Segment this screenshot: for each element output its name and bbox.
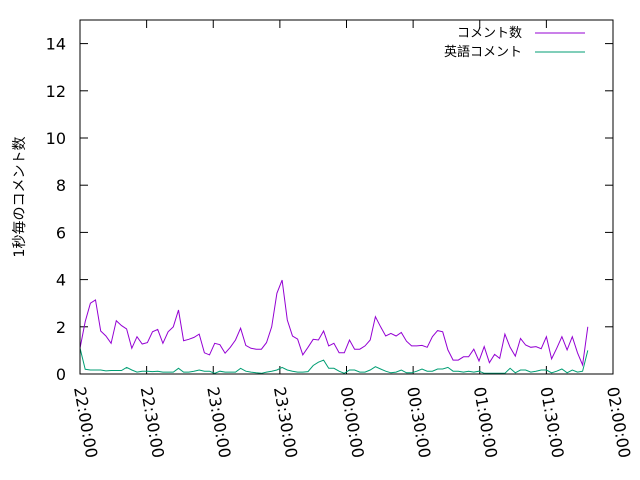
x-tick-label: 22:30:00 [137,385,168,459]
x-tick-label: 00:30:00 [403,385,434,459]
y-tick-label: 6 [56,223,66,242]
y-tick-label: 8 [56,176,66,195]
y-tick-label: 0 [56,365,66,384]
legend-label-english-comments: 英語コメント [444,44,522,60]
x-tick-label: 02:00:00 [603,385,634,459]
y-tick-label: 10 [46,129,66,148]
y-tick-label: 14 [46,35,66,54]
legend-label-comments: コメント数 [457,26,522,41]
y-tick-label: 12 [46,82,66,101]
series-line-english-comments [79,347,589,374]
x-tick-label: 01:30:00 [536,385,567,459]
series-line-comments [79,279,589,367]
y-axis-label: 1秒毎のコメント数 [12,137,28,258]
y-tick-label: 4 [56,271,66,290]
x-tick-label: 23:30:00 [270,385,301,459]
y-tick-label: 2 [56,318,66,337]
x-tick-label: 23:00:00 [203,385,234,459]
x-tick-label: 00:00:00 [337,385,368,459]
x-tick-label: 22:00:00 [70,385,101,459]
plot-border [79,19,614,375]
axis-ticks: 0 2 4 6 8 10 12 14 22:00:00 22:30:00 23:00:00 23:30… [46,20,634,459]
legend: コメント数 英語コメント [444,26,585,60]
x-tick-label: 01:00:00 [470,385,501,459]
series-lines [79,279,589,374]
